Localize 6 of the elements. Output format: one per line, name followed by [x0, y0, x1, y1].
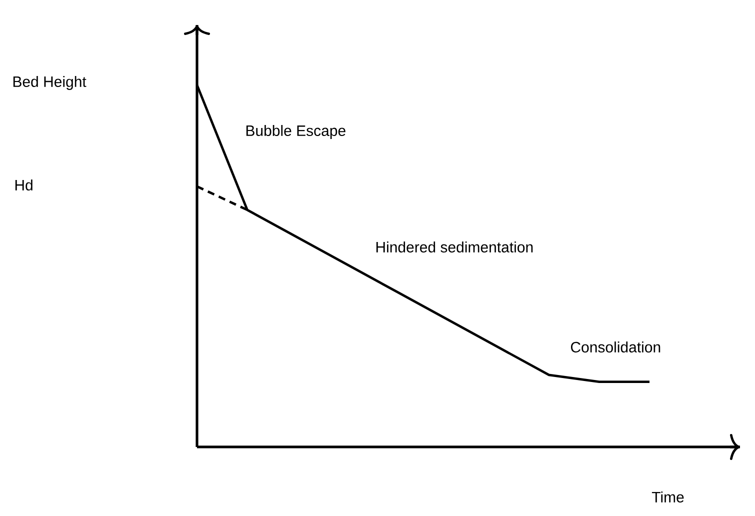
annotation: Consolidation: [570, 341, 660, 352]
annotation: Hindered sedimentation: [376, 241, 533, 252]
x-axis-title: Time: [652, 491, 684, 502]
text: Bed Height: [13, 76, 86, 90]
annotation: Bubble Escape: [246, 125, 346, 139]
text: Hd: [15, 179, 32, 190]
